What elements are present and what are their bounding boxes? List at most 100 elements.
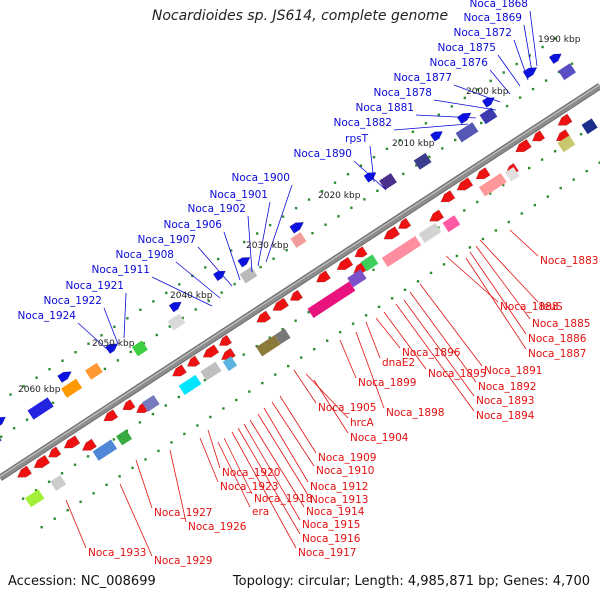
tick-dot xyxy=(411,130,415,133)
tick-dot xyxy=(131,466,134,470)
feature-block xyxy=(413,152,432,170)
leader-line-noca-1894 xyxy=(395,303,475,412)
leader-line-noca-1898 xyxy=(355,331,385,409)
tick-dot xyxy=(233,282,236,286)
gene-label-noca-1911: Noca_1911 xyxy=(92,264,150,276)
feature-block xyxy=(558,63,576,81)
tick-dot xyxy=(540,158,544,161)
leader-line-noca-1906 xyxy=(223,231,241,281)
figure-title: Nocardioides sp. JS614, complete genome xyxy=(151,8,449,24)
tick-dot xyxy=(191,274,194,278)
tick-dot xyxy=(463,96,466,100)
tick-dot xyxy=(35,376,38,379)
feature-block xyxy=(50,475,67,491)
tick-dot xyxy=(494,229,498,232)
forward-gene-arrow xyxy=(456,112,472,125)
tick-dot xyxy=(528,166,531,170)
tick-dot xyxy=(152,300,155,303)
tick-dot xyxy=(480,121,483,125)
gene-label-noca-1869: Noca_1869 xyxy=(464,12,522,24)
tick-dot xyxy=(359,164,363,167)
gene-label-era: era xyxy=(252,506,269,518)
gene-feature-tracks xyxy=(0,53,598,508)
feature-block xyxy=(222,356,238,371)
leader-line-noca-1875 xyxy=(497,54,521,87)
tick-dot xyxy=(320,189,324,193)
tick-dot xyxy=(468,246,472,249)
leader-line-noca-1907 xyxy=(197,246,233,287)
gene-label-noca-1905: Noca_1905 xyxy=(318,402,376,414)
tick-dot xyxy=(183,432,186,436)
tick-dot xyxy=(505,104,509,108)
forward-gene-arrow xyxy=(168,301,182,313)
tick-dot xyxy=(579,133,583,136)
tick-dot xyxy=(196,424,199,427)
gene-label-noca-1892: Noca_1892 xyxy=(478,381,536,393)
feature-block xyxy=(557,135,576,153)
genome-backbone xyxy=(0,83,600,481)
tick-dot xyxy=(415,164,418,167)
tick-dot xyxy=(363,198,366,201)
feature-block xyxy=(167,313,186,331)
tick-dot xyxy=(61,359,64,362)
feature-block xyxy=(379,173,397,190)
tick-dot xyxy=(544,79,548,82)
gene-label-noca-1917: Noca_1917 xyxy=(298,547,356,559)
leader-line-noca-1883 xyxy=(509,229,539,257)
tick-dot xyxy=(390,297,394,300)
reverse-gene-arrow xyxy=(220,347,236,360)
leader-line-noca-1924 xyxy=(77,322,109,351)
reverse-gene-arrow xyxy=(398,217,412,229)
ruler-label-2060-kbp: 2060 kbp xyxy=(18,385,61,395)
leader-line-noca-1881 xyxy=(415,114,477,119)
reverse-gene-arrow xyxy=(256,310,272,323)
reverse-gene-arrow xyxy=(171,364,187,377)
tick-dot xyxy=(351,322,355,325)
tick-dot xyxy=(553,150,557,153)
rotated-track-group xyxy=(0,53,598,508)
gene-label-noca-1881: Noca_1881 xyxy=(356,102,414,114)
gene-label-noca-1921: Noca_1921 xyxy=(66,280,124,292)
tick-dot xyxy=(339,331,342,334)
tick-dot xyxy=(116,359,120,362)
feature-block xyxy=(455,122,479,143)
tick-dot xyxy=(220,291,223,294)
leader-line-noca-1905 xyxy=(293,369,317,404)
forward-gene-arrow xyxy=(429,131,443,142)
tick-dot xyxy=(518,96,522,99)
tick-dot xyxy=(60,472,64,475)
tick-dot xyxy=(285,249,288,252)
tick-dot xyxy=(428,155,431,159)
tick-dot xyxy=(557,70,561,74)
gene-label-noca-1883: Noca_1883 xyxy=(540,255,598,267)
leader-line-noca-1911 xyxy=(151,276,213,307)
leader-line-era xyxy=(217,441,251,508)
tick-dot xyxy=(165,291,168,295)
leader-line-noca-1890 xyxy=(353,160,387,191)
leader-line-noca-1886 xyxy=(469,251,527,335)
tick-dot xyxy=(248,390,251,393)
leader-line-noca-1876 xyxy=(489,69,511,95)
tick-dot xyxy=(533,203,536,207)
feature-block xyxy=(505,166,520,182)
reverse-gene-arrow xyxy=(122,399,136,411)
tick-dot xyxy=(157,449,160,453)
tick-dot xyxy=(274,373,277,376)
tick-dot xyxy=(118,475,121,478)
tick-dot xyxy=(287,364,290,368)
feature-block xyxy=(290,232,307,248)
backbone-highlight xyxy=(0,84,600,477)
tick-dot xyxy=(572,178,575,181)
ruler-label-2050-kbp: 2050 kbp xyxy=(92,339,135,349)
gene-label-noca-1924: Noca_1924 xyxy=(18,310,77,322)
feature-block xyxy=(360,254,379,272)
forward-gene-arrow xyxy=(481,97,495,108)
feature-block xyxy=(274,328,291,345)
tick-dot xyxy=(372,268,375,271)
feature-block xyxy=(581,118,598,135)
reverse-gene-arrow xyxy=(515,139,532,153)
leader-line-noca-1913 xyxy=(257,413,309,496)
tick-dot xyxy=(463,209,466,212)
leader-line-noca-1891 xyxy=(419,283,483,367)
